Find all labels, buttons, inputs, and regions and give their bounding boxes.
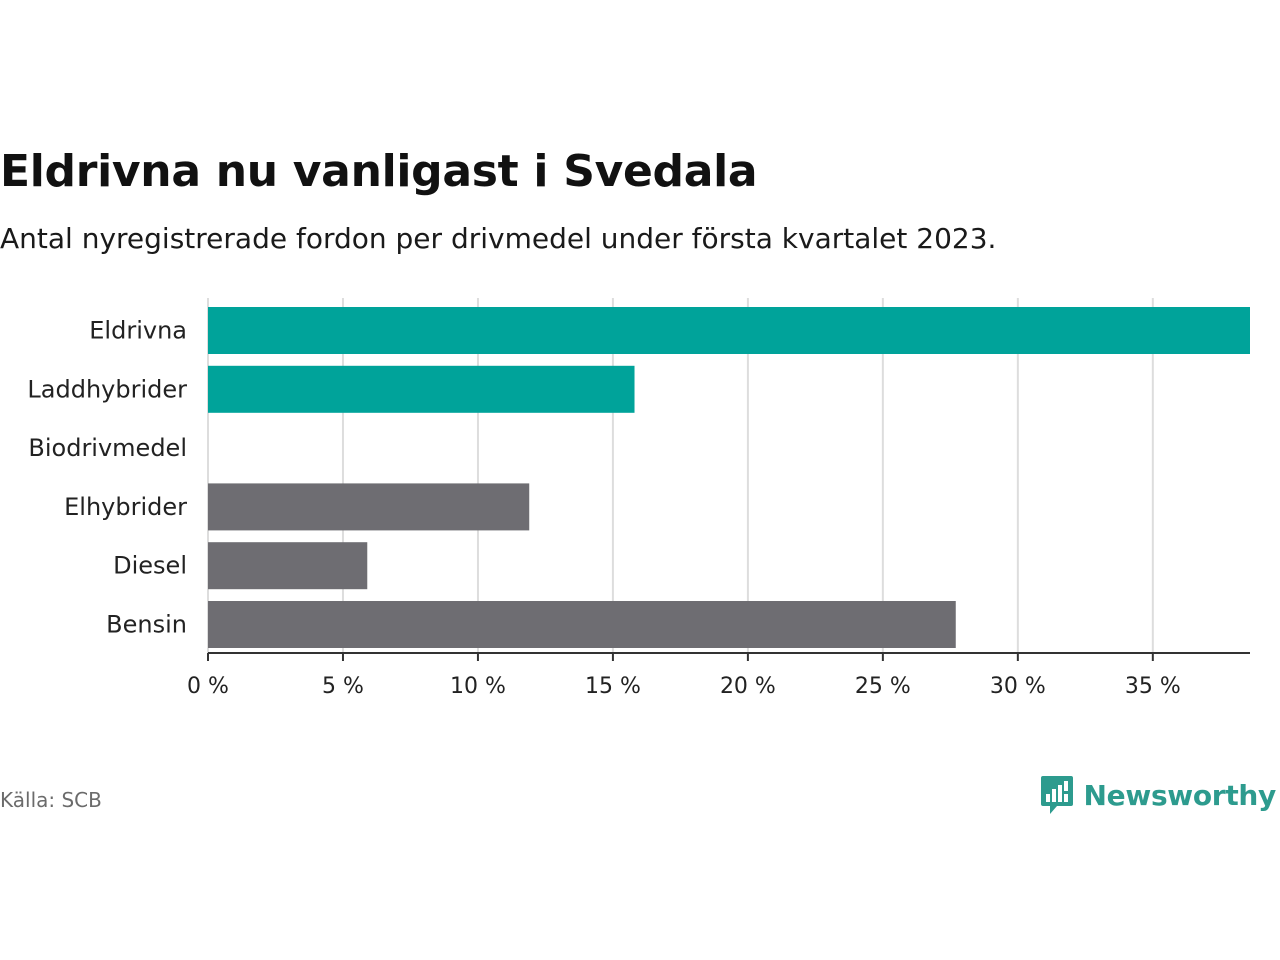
category-label: Elhybrider [64, 493, 187, 521]
bars [208, 307, 1250, 648]
bar-elhybrider [208, 483, 530, 531]
x-tick-label: 30 % [990, 674, 1046, 699]
bar-diesel [208, 542, 368, 590]
bar-bensin [208, 601, 956, 648]
x-tick-label: 10 % [450, 674, 506, 699]
category-labels: Eldrivna Laddhybrider Biodrivmedel Elhybrid… [27, 317, 187, 639]
chart-title: Eldrivna nu vanligast i Svedala [0, 146, 758, 197]
category-label: Laddhybrider [27, 375, 187, 403]
source-note: Källa: SCB [0, 788, 102, 812]
bar-chart: Eldrivna Laddhybrider Biodrivmedel Elhybrid… [27, 298, 1250, 699]
x-tick-label: 5 % [322, 674, 364, 699]
gridlines [207, 298, 1154, 653]
x-tick-label: 0 % [187, 674, 229, 699]
newsworthy-logo-icon [1040, 776, 1073, 814]
x-tick-label: 25 % [855, 674, 911, 699]
bar-laddhybrider [208, 365, 635, 413]
x-tick-label: 20 % [720, 674, 776, 699]
x-tick-label: 35 % [1125, 674, 1181, 699]
x-axis: 0 % 5 % 10 % 15 % 20 % 25 % 30 % 35 % [187, 652, 1250, 699]
brand-logo[interactable]: Newsworthy [1040, 774, 1276, 816]
category-label: Diesel [113, 552, 187, 580]
category-label: Biodrivmedel [28, 434, 187, 462]
chart-subtitle: Antal nyregistrerade fordon per drivmede… [0, 222, 997, 255]
bar-eldrivna [208, 307, 1250, 354]
brand-name: Newsworthy [1083, 778, 1277, 812]
category-label: Bensin [106, 611, 187, 639]
x-tick-label: 15 % [585, 674, 641, 699]
category-label: Eldrivna [89, 317, 187, 345]
